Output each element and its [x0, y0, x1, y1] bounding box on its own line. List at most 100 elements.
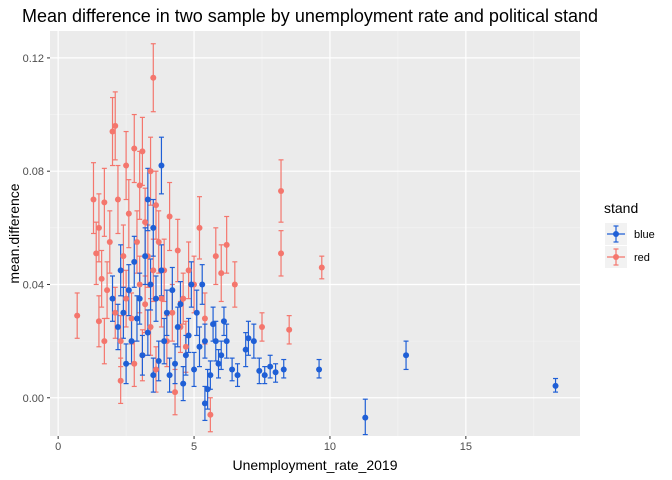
point-blue	[210, 321, 217, 328]
point-blue	[123, 360, 130, 367]
point-red	[196, 224, 203, 231]
point-red	[117, 338, 124, 345]
point-blue	[150, 372, 157, 379]
legend-title: stand	[604, 200, 638, 216]
point-blue	[174, 323, 181, 330]
point-blue	[267, 363, 274, 370]
point-red	[128, 315, 135, 322]
point-red	[207, 411, 214, 418]
point-blue	[250, 338, 257, 345]
point-blue	[280, 366, 287, 373]
point-red	[95, 224, 102, 231]
y-tick-label: 0.04	[23, 279, 44, 291]
point-blue	[199, 281, 206, 288]
point-blue	[109, 295, 116, 302]
point-blue	[125, 287, 132, 294]
point-red	[158, 295, 165, 302]
point-blue	[212, 338, 219, 345]
point-blue	[147, 281, 154, 288]
point-red	[139, 148, 146, 155]
point-red	[123, 295, 130, 302]
point-blue	[128, 338, 135, 345]
point-blue	[272, 369, 279, 376]
legend-key-point	[613, 254, 619, 260]
point-blue	[218, 352, 225, 359]
point-red	[150, 74, 157, 81]
legend-key-point	[613, 231, 619, 237]
point-red	[278, 188, 285, 195]
point-red	[153, 366, 159, 373]
point-red	[95, 318, 102, 325]
point-blue	[256, 367, 263, 374]
point-red	[93, 250, 100, 257]
y-axis-title: mean.difference	[6, 183, 22, 283]
point-red	[114, 196, 121, 203]
point-blue	[229, 366, 236, 373]
point-red	[131, 360, 138, 367]
point-red	[231, 281, 238, 288]
legend-label-blue: blue	[634, 229, 655, 241]
point-red	[136, 281, 143, 288]
point-red	[136, 182, 143, 189]
point-blue	[245, 335, 252, 342]
point-blue	[242, 346, 249, 353]
x-tick-label: 5	[191, 441, 197, 453]
y-tick-label: 0.00	[23, 393, 44, 405]
point-blue	[261, 372, 268, 379]
point-blue	[114, 323, 121, 330]
point-blue	[158, 162, 165, 169]
point-blue	[161, 338, 168, 345]
point-red	[120, 253, 127, 260]
point-red	[169, 309, 176, 316]
point-red	[90, 196, 97, 203]
point-red	[104, 287, 111, 294]
point-red	[218, 270, 225, 277]
point-blue	[117, 267, 124, 274]
point-blue	[144, 196, 151, 203]
point-red	[185, 267, 192, 274]
point-red	[172, 389, 179, 396]
point-red	[155, 238, 162, 245]
point-blue	[180, 380, 187, 387]
point-blue	[158, 267, 165, 274]
point-red	[142, 301, 149, 308]
point-blue	[153, 295, 159, 302]
legend-entries: blue red	[605, 223, 655, 268]
point-blue	[362, 414, 369, 421]
point-red	[142, 219, 149, 226]
point-blue	[215, 360, 222, 367]
point-blue	[201, 400, 208, 407]
point-blue	[193, 309, 200, 316]
point-red	[286, 326, 293, 333]
point-red	[98, 275, 105, 282]
point-red	[106, 238, 113, 245]
point-blue	[191, 366, 198, 373]
grid-major	[50, 31, 580, 436]
point-blue	[188, 281, 195, 288]
point-red	[101, 199, 108, 206]
point-red	[123, 162, 130, 169]
x-axis-title: Unemployment_rate_2019	[233, 457, 398, 473]
point-red	[112, 309, 119, 316]
point-red	[109, 128, 116, 135]
x-tick-label: 0	[55, 441, 61, 453]
point-blue	[316, 366, 323, 373]
y-tick-label: 0.12	[23, 53, 44, 65]
plot-panel	[50, 31, 580, 436]
point-red	[147, 323, 154, 330]
point-red	[153, 202, 159, 209]
point-blue	[234, 372, 241, 379]
legend-label-red: red	[634, 252, 650, 264]
point-red	[180, 295, 187, 302]
point-red	[174, 247, 181, 254]
point-red	[318, 264, 325, 271]
point-red	[166, 213, 173, 220]
point-blue	[133, 315, 140, 322]
point-blue	[403, 352, 410, 359]
point-red	[278, 250, 285, 257]
point-blue	[166, 372, 173, 379]
point-red	[147, 168, 154, 175]
x-tick-label: 15	[460, 441, 472, 453]
x-tick-label: 10	[324, 441, 336, 453]
point-blue	[223, 338, 230, 345]
